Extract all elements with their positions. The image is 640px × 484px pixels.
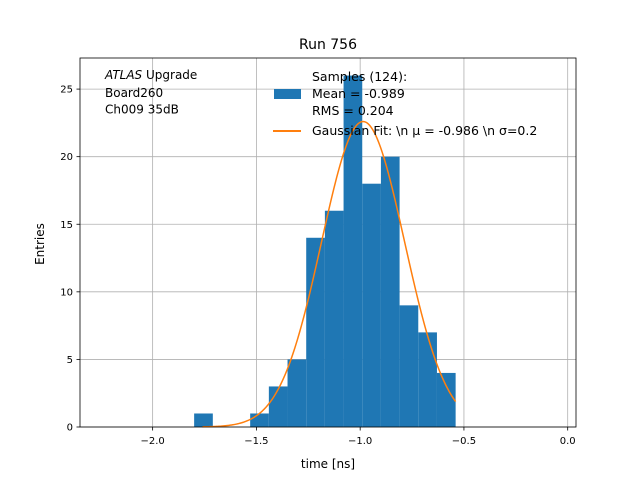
annotation-line: Upgrade xyxy=(142,68,197,82)
legend-histogram-label: Samples (124): xyxy=(312,69,407,84)
x-tick-label: 0.0 xyxy=(560,436,576,447)
histogram-bar xyxy=(324,210,344,427)
histogram-bar xyxy=(250,413,269,427)
y-tick-label: 15 xyxy=(60,220,73,231)
x-tick-label: −2.0 xyxy=(140,436,164,447)
y-axis-label: Entries xyxy=(33,223,47,265)
annotation-line: Ch009 35dB xyxy=(105,103,179,117)
histogram-bar xyxy=(362,183,381,427)
legend-histogram-swatch xyxy=(274,89,301,99)
annotation-line: Board260 xyxy=(105,86,163,100)
histogram-bar xyxy=(343,75,363,428)
x-tick-label: −1.5 xyxy=(244,436,268,447)
x-tick-label: −1.0 xyxy=(348,436,372,447)
histogram-bar xyxy=(194,413,213,427)
histogram-bar xyxy=(287,359,307,427)
histogram-bar xyxy=(436,372,456,427)
histogram-bar xyxy=(418,332,437,427)
histogram-bar xyxy=(399,305,419,427)
x-tick-label: −0.5 xyxy=(452,436,476,447)
x-axis-label: time [ns] xyxy=(301,457,355,471)
y-tick-label: 10 xyxy=(60,287,73,298)
axes-frame xyxy=(79,57,577,428)
legend-histogram-label: RMS = 0.204 xyxy=(312,103,394,118)
legend-fit-label: Gaussian Fit: \n μ = -0.986 \n σ=0.2 xyxy=(312,123,537,138)
histogram-bar xyxy=(380,156,400,427)
y-tick-label: 25 xyxy=(60,85,73,96)
histogram-bars xyxy=(194,75,456,428)
y-tick-label: 5 xyxy=(67,355,73,366)
histogram-bar xyxy=(268,386,288,427)
atlas-italic-label: ATLAS xyxy=(104,68,143,82)
gaussian-fit-line xyxy=(202,120,457,428)
atlas-annotation: ATLAS Upgrade xyxy=(104,68,197,82)
legend-histogram-label: Mean = -0.989 xyxy=(312,86,405,101)
histogram-bar xyxy=(306,237,325,427)
y-tick-label: 20 xyxy=(60,152,73,163)
y-tick-label: 0 xyxy=(67,423,73,434)
chart-title: Run 756 xyxy=(299,37,357,53)
